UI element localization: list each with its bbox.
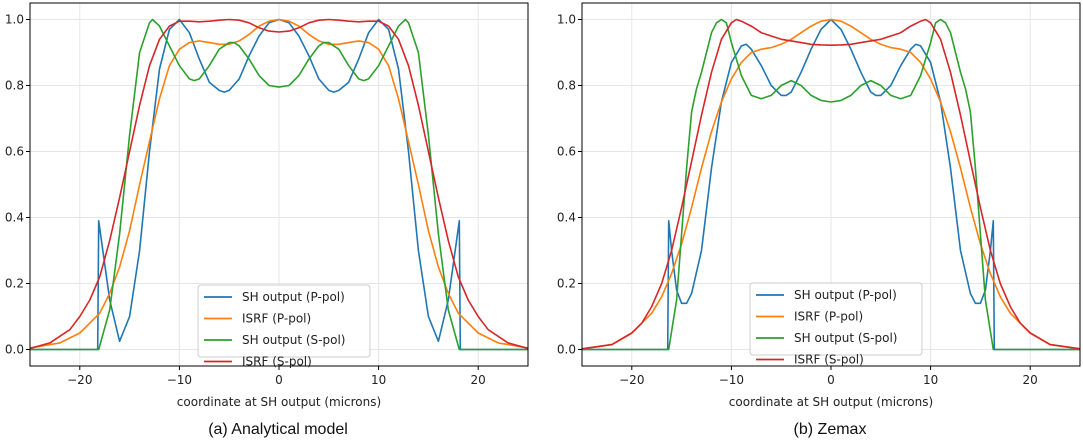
legend-box bbox=[197, 284, 371, 358]
chart-panel-b: −20 −10 0 10 20 0.0 0.2 0.4 0.6 0.8 1.0 SH output (… bbox=[557, 2, 1081, 438]
legend-box bbox=[749, 282, 923, 356]
x-tick-label: −10 bbox=[167, 373, 192, 387]
x-tick-label: −10 bbox=[719, 373, 744, 387]
legend-label: SH output (P-pol) bbox=[242, 290, 345, 304]
y-tick-label: 1.0 bbox=[557, 13, 576, 27]
series-line-isrf-s-pol bbox=[582, 18, 1080, 350]
legend-label: ISRF (P-pol) bbox=[242, 312, 311, 326]
x-tick-label: −20 bbox=[67, 373, 92, 387]
y-tick-label: 0.0 bbox=[5, 343, 24, 357]
subfigure-caption: (a) Analytical model bbox=[208, 421, 348, 438]
y-tick-label: 0.4 bbox=[5, 211, 24, 225]
y-tick-label: 0.8 bbox=[557, 79, 576, 93]
x-axis-label: coordinate at SH output (microns) bbox=[729, 395, 933, 409]
x-tick-label: 10 bbox=[371, 373, 386, 387]
series-line-sh-output-s-pol bbox=[582, 18, 1080, 351]
y-tick-label: 0.2 bbox=[5, 277, 24, 291]
x-axis-label: coordinate at SH output (microns) bbox=[177, 395, 381, 409]
y-tick-label: 0.6 bbox=[5, 145, 24, 159]
y-tick-label: 1.0 bbox=[5, 13, 24, 27]
y-tick-label: 0.4 bbox=[557, 211, 576, 225]
y-tick-label: 0.8 bbox=[5, 79, 24, 93]
subfigure-caption: (b) Zemax bbox=[794, 421, 867, 438]
x-tick-label: −20 bbox=[619, 373, 644, 387]
x-tick-label: 20 bbox=[1023, 373, 1038, 387]
series-line-isrf-p-pol bbox=[30, 18, 528, 349]
chart-panel-a: −20 −10 0 10 20 0.0 0.2 0.4 0.6 0.8 1.0 SH output (… bbox=[5, 2, 529, 438]
legend-label: SH output (S-pol) bbox=[794, 331, 897, 345]
axes-frame bbox=[581, 2, 1081, 367]
legend-label: SH output (P-pol) bbox=[794, 288, 897, 302]
x-tick-label: 20 bbox=[471, 373, 486, 387]
y-tick-label: 0.2 bbox=[557, 277, 576, 291]
y-tick-label: 0.0 bbox=[557, 343, 576, 357]
legend-label: ISRF (P-pol) bbox=[794, 310, 863, 324]
legend: SH output (P-pol) ISRF (P-pol) SH output (… bbox=[197, 284, 371, 369]
x-tick-label: 0 bbox=[827, 373, 835, 387]
series-line-isrf-s-pol bbox=[30, 18, 528, 350]
legend-label: ISRF (S-pol) bbox=[242, 355, 312, 369]
legend-label: SH output (S-pol) bbox=[242, 333, 345, 347]
x-tick-label: 10 bbox=[923, 373, 938, 387]
series-line-isrf-p-pol bbox=[582, 18, 1080, 350]
legend: SH output (P-pol) ISRF (P-pol) SH output (… bbox=[749, 282, 923, 367]
legend-label: ISRF (S-pol) bbox=[794, 353, 864, 367]
x-tick-label: 0 bbox=[275, 373, 283, 387]
y-tick-label: 0.6 bbox=[557, 145, 576, 159]
series-line-sh-output-s-pol bbox=[30, 18, 528, 351]
axes-frame bbox=[29, 2, 529, 367]
